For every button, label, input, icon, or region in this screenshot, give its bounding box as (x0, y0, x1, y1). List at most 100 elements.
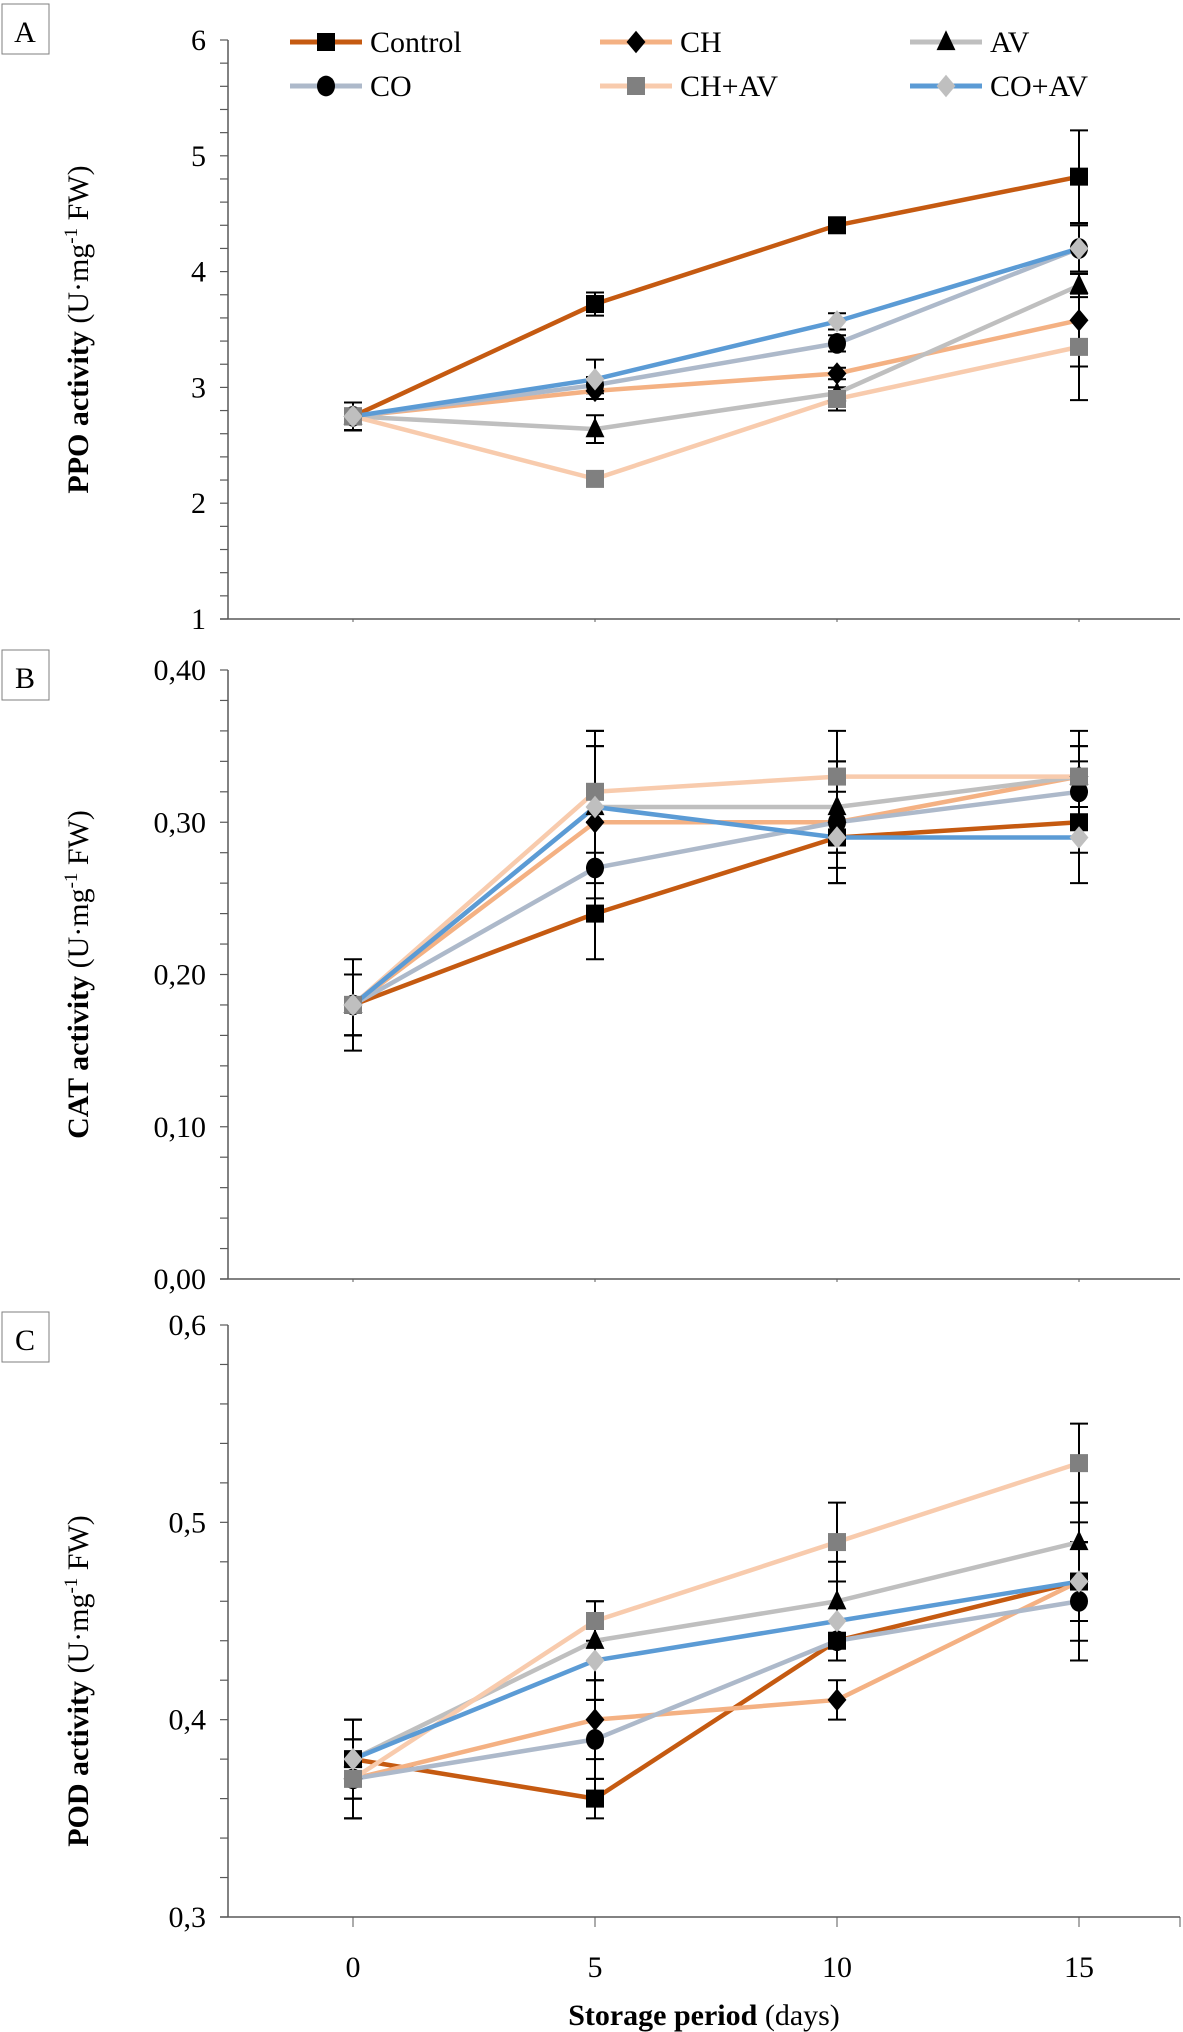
y-tick-label: 3 (191, 371, 206, 404)
data-point-ch (827, 1688, 847, 1712)
data-point-ch-av (828, 767, 846, 786)
legend-label: CO+AV (990, 70, 1088, 103)
data-point-co-av (343, 1747, 363, 1771)
data-point-co (586, 1729, 604, 1750)
data-point-co-av (827, 826, 847, 849)
data-point-av (1069, 1530, 1089, 1551)
data-point-ch (585, 1708, 605, 1731)
y-tick-label: 4 (191, 256, 206, 289)
x-tick-label: 10 (822, 1951, 852, 1984)
data-point-co (828, 1630, 846, 1652)
y-tick-label: 0,30 (154, 806, 207, 839)
data-point-co (828, 333, 846, 354)
data-point-control (1070, 167, 1088, 186)
panel-a: A 1 2 3 4 5 6 PPO activity (U·mg-1 FW) (1, 3, 1180, 636)
series-line-ch-av (352, 344, 1080, 482)
series-line-ch-av (351, 774, 1079, 1007)
data-point-ch-av (1070, 1454, 1088, 1473)
panel-c: C 0,3 0,4 0,5 0,6 0 5 10 15 Storage period (days)… (1, 1309, 1181, 2032)
panel-letter: B (15, 662, 35, 695)
legend-entry: AV (910, 26, 1030, 59)
data-point-ch (827, 362, 847, 385)
data-point-av (585, 1629, 605, 1649)
data-point-ch-av (586, 782, 604, 801)
data-point-ch-av (1070, 337, 1088, 356)
legend-marker (317, 75, 335, 97)
data-point-co-av (827, 310, 847, 333)
y-axis-title: PPO activity (U·mg-1 FW) (61, 165, 95, 493)
series-line-ch (352, 318, 1080, 419)
data-point-ch-av (586, 1612, 604, 1630)
data-point-co-av (585, 795, 605, 819)
legend-entry: CO+AV (910, 70, 1088, 103)
legend-label: Control (370, 26, 462, 59)
data-point-av (1069, 273, 1089, 294)
series-line-av (352, 1539, 1080, 1762)
series-line-av (352, 283, 1080, 432)
y-tick-label: 0,3 (169, 1901, 207, 1934)
y-tick-label: 0,20 (154, 959, 207, 992)
data-point-control (828, 216, 846, 235)
panel-letter-box (1, 1311, 50, 1363)
data-point-co-av (827, 1609, 847, 1633)
data-point-ch-av (344, 1769, 362, 1788)
data-point-co (1070, 781, 1088, 803)
legend-marker (627, 77, 645, 95)
y-tick-label: 5 (191, 140, 206, 173)
panel-letter-box (1, 649, 50, 701)
y-tick-label: 0,6 (169, 1309, 207, 1342)
data-point-av (585, 417, 605, 438)
x-tick-label: 0 (346, 1951, 361, 1984)
data-point-control (1070, 813, 1088, 832)
x-axis-title: Storage period (days) (568, 1999, 840, 2032)
legend: Control CH AV CO CH+AV CO+AV (290, 26, 1088, 103)
series-line-av (351, 774, 1080, 1007)
y-tick-label: 0,40 (154, 654, 207, 687)
series-line-ch (352, 1579, 1080, 1782)
data-point-ch-av (1070, 767, 1088, 786)
y-tick-label: 0,00 (154, 1263, 207, 1296)
series-line-co (351, 789, 1080, 1007)
y-tick-label: 2 (191, 487, 206, 520)
data-point-ch (585, 811, 605, 834)
data-point-av (827, 795, 847, 816)
data-point-co (1070, 1590, 1088, 1612)
legend-marker (936, 74, 956, 98)
legend-label: AV (990, 26, 1030, 59)
y-tick-label: 0,5 (169, 1506, 207, 1539)
data-point-co-av (343, 993, 363, 1017)
panel-letter: C (15, 1324, 35, 1357)
legend-entry: CH+AV (600, 70, 778, 103)
y-axis-title: CAT activity (U·mg-1 FW) (61, 810, 95, 1139)
series-line-co-av (351, 804, 1079, 1007)
legend-entry: CH (600, 26, 722, 59)
data-point-control (586, 904, 604, 923)
data-point-ch (1069, 308, 1089, 332)
panel-letter: A (14, 16, 36, 49)
legend-marker (936, 30, 956, 51)
x-tick-label: 15 (1064, 1951, 1094, 1984)
legend-marker (317, 33, 335, 51)
data-point-co-av (585, 368, 605, 391)
data-point-ch-av (828, 389, 846, 408)
y-tick-label: 6 (191, 24, 206, 57)
data-point-co-av (1069, 237, 1089, 260)
series-line-co (352, 1599, 1080, 1782)
panel-letter-box (1, 3, 50, 55)
legend-marker (626, 30, 646, 54)
panel-b: B 0,00 0,10 0,20 0,30 0,40 CAT activity (U·mg-… (1, 649, 1180, 1296)
y-axis-title: POD activity (U·mg-1 FW) (61, 1515, 95, 1847)
series-line-control (352, 1579, 1080, 1801)
series-line-ch (351, 774, 1080, 1007)
series-line-control (352, 174, 1080, 419)
data-point-control (586, 295, 604, 314)
data-point-co-av (343, 405, 363, 428)
data-point-co (586, 857, 604, 879)
data-point-ch-av (586, 469, 604, 488)
series-line-ch-av (351, 1460, 1080, 1781)
x-tick-label: 5 (588, 1951, 603, 1984)
data-point-co-av (1069, 826, 1089, 849)
data-point-av (827, 1589, 847, 1610)
legend-entry: Control (290, 26, 462, 59)
